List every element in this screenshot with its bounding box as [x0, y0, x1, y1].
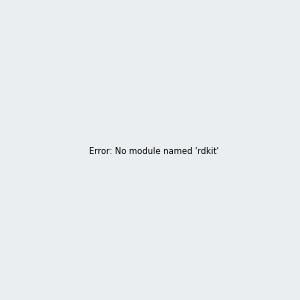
- Text: Error: No module named 'rdkit': Error: No module named 'rdkit': [89, 147, 219, 156]
